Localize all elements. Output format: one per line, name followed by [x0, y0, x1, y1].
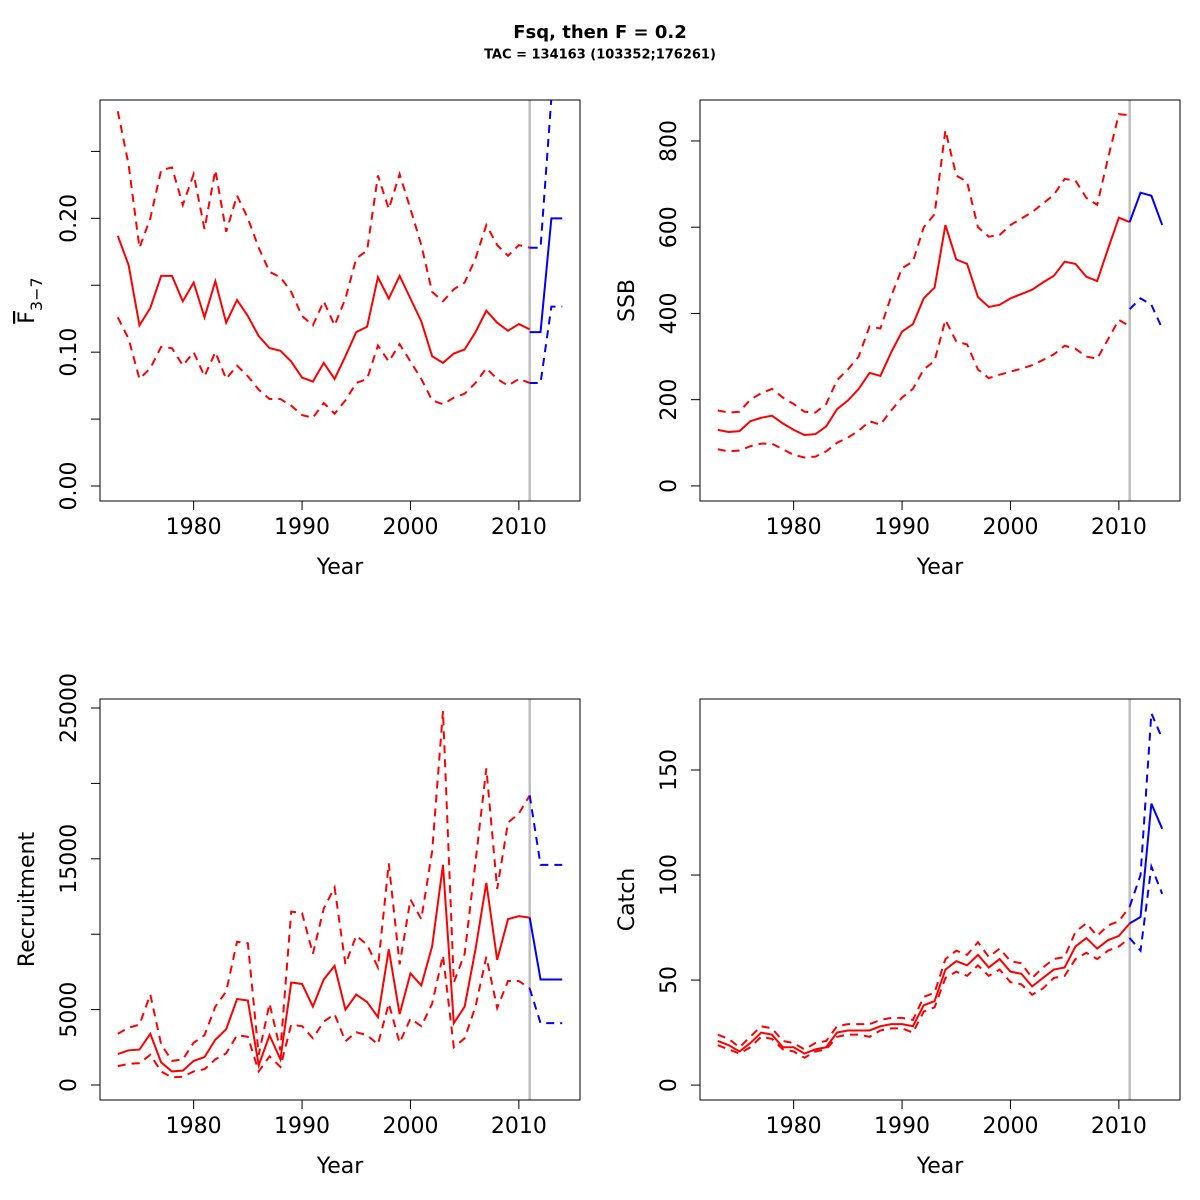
interval-line — [1128, 712, 1164, 907]
estimate-line — [529, 217, 563, 334]
y-tick-label: 200 — [657, 379, 682, 421]
estimate-line — [528, 917, 563, 981]
plot-frame — [99, 99, 581, 502]
y-tick-label: 0.20 — [57, 194, 82, 243]
figure-title: Fsq, then F = 0.2 — [513, 22, 687, 43]
x-tick-label: 1990 — [874, 515, 930, 540]
x-tick-label: 1990 — [274, 515, 330, 540]
estimate-line — [717, 216, 1131, 437]
interval-line — [117, 955, 531, 1079]
interval-line — [529, 100, 553, 249]
y-axis-title: Catch — [615, 868, 640, 932]
y-tick-label: 400 — [657, 292, 682, 334]
figure-subtitle: TAC = 134163 (103352;176261) — [484, 48, 716, 63]
y-tick-label: 0 — [657, 479, 682, 493]
y-tick-label: 0.10 — [57, 328, 82, 377]
interval-line — [717, 905, 1131, 1051]
interval-line — [528, 795, 563, 866]
estimate-line — [116, 235, 531, 383]
x-axis-title: Year — [916, 555, 965, 580]
x-tick-label: 1980 — [766, 1114, 822, 1139]
interval-line — [529, 305, 563, 384]
y-tick-label: 25000 — [57, 673, 82, 743]
interval-line — [116, 111, 530, 328]
x-tick-label: 1980 — [766, 515, 822, 540]
interval-line — [116, 316, 531, 419]
x-tick-label: 2000 — [382, 1114, 438, 1139]
x-tick-label: 1990 — [274, 1114, 330, 1139]
interval-line — [1128, 297, 1164, 329]
y-axis-title: F3−7 — [15, 277, 46, 323]
interval-line — [717, 937, 1131, 1059]
interval-line — [528, 988, 563, 1025]
y-tick-label: 600 — [657, 206, 682, 248]
x-axis-title: Year — [316, 555, 365, 580]
y-tick-label: 0.00 — [57, 462, 82, 511]
y-tick-label: 15000 — [57, 824, 82, 894]
y-axis-title-main: Catch — [615, 868, 640, 932]
y-axis-title-main: F — [15, 311, 40, 324]
interval-line — [117, 710, 531, 1062]
y-tick-label: 800 — [657, 120, 682, 162]
x-tick-label: 2010 — [491, 515, 547, 540]
plot-frame — [699, 99, 1181, 502]
estimate-line — [117, 864, 530, 1073]
y-tick-label: 100 — [657, 854, 682, 896]
y-axis-title: SSB — [615, 279, 640, 322]
y-tick-label: 0 — [657, 1078, 682, 1092]
y-axis-title: Recruitment — [15, 832, 40, 968]
interval-line — [717, 113, 1130, 414]
x-tick-label: 2000 — [382, 515, 438, 540]
y-tick-label: 150 — [657, 749, 682, 791]
y-axis-title-sub: 3−7 — [27, 277, 46, 311]
x-tick-label: 1980 — [166, 515, 222, 540]
y-axis-title-main: SSB — [615, 279, 640, 322]
x-axis-title: Year — [316, 1154, 365, 1179]
y-tick-label: 50 — [657, 966, 682, 994]
estimate-line — [1128, 191, 1164, 226]
interval-line — [1128, 862, 1164, 954]
x-tick-label: 2010 — [1091, 1114, 1147, 1139]
estimate-line — [1129, 803, 1164, 925]
x-tick-label: 1980 — [166, 1114, 222, 1139]
y-axis-title-main: Recruitment — [15, 832, 40, 968]
x-tick-label: 1990 — [874, 1114, 930, 1139]
interval-line — [717, 317, 1131, 459]
y-tick-label: 5000 — [57, 982, 82, 1038]
x-tick-label: 2000 — [982, 515, 1038, 540]
y-tick-label: 0 — [57, 1078, 82, 1092]
x-tick-label: 2000 — [982, 1114, 1038, 1139]
x-tick-label: 2010 — [1091, 515, 1147, 540]
x-tick-label: 2010 — [491, 1114, 547, 1139]
x-axis-title: Year — [916, 1154, 965, 1179]
estimate-line — [717, 922, 1131, 1055]
plot-frame — [699, 698, 1181, 1101]
plot-frame — [99, 698, 581, 1101]
